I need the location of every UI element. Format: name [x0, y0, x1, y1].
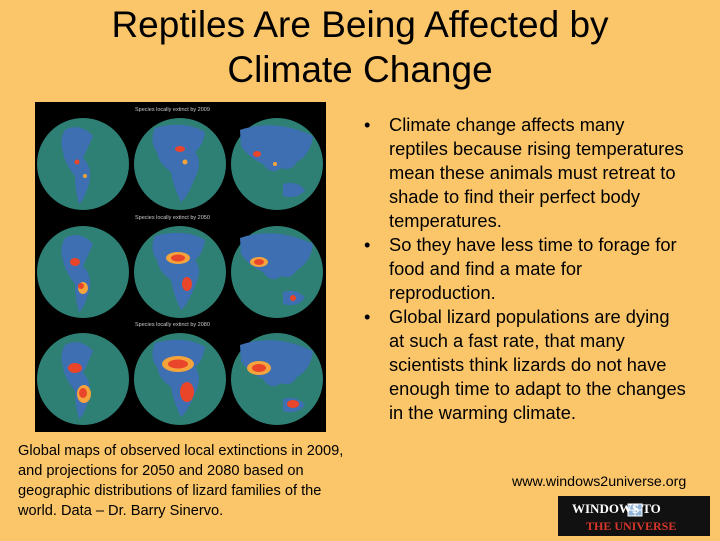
bullet-1-line-2: reptiles because rising temperatures	[389, 138, 684, 159]
bullet-2-line-2: food and find a mate for	[389, 258, 583, 279]
windows-to-the-universe-logo: WINDOWS TO THE UNIVERSE	[558, 496, 710, 536]
globe-africa-2009	[134, 118, 226, 210]
globe-asia-2009	[231, 118, 323, 210]
logo-line-2: THE UNIVERSE	[586, 519, 676, 533]
title-line-1: Reptiles Are Being Affected by	[111, 4, 609, 45]
caption-line-3: geographic distributions of lizard famil…	[18, 483, 322, 499]
caption-line-1: Global maps of observed local extinction…	[18, 443, 344, 459]
bullet-1-line-5: temperatures.	[389, 210, 502, 231]
globe-americas-2050	[37, 226, 129, 318]
title-line-2: Climate Change	[227, 49, 493, 90]
logo-line-1: WINDOWS TO	[572, 501, 661, 516]
row-label-2050: Species locally extinct by 2050	[135, 215, 210, 221]
bullet-2-line-3: reproduction.	[389, 282, 496, 303]
globe-asia-2080	[231, 333, 323, 425]
globe-americas-2080	[37, 333, 129, 425]
bullet-3-line-3: scientists think lizards do not have	[389, 354, 667, 375]
bullet-3-line-5: in the warming climate.	[389, 402, 576, 423]
bullet-3-line-4: enough time to adapt to the changes	[389, 378, 686, 399]
figure-caption: Global maps of observed local extinction…	[18, 441, 388, 521]
bullet-2: So they have less time to forage for foo…	[362, 233, 717, 305]
globe-maps-svg: Species locally extinct by 2009 Species …	[37, 107, 323, 425]
logo-svg: WINDOWS TO THE UNIVERSE	[558, 496, 710, 536]
globe-americas-2009	[37, 118, 129, 210]
bullet-1: Climate change affects many reptiles bec…	[362, 113, 717, 233]
globe-africa-2050	[134, 226, 226, 318]
bullet-2-line-1: So they have less time to forage for	[389, 234, 677, 255]
bullet-list: Climate change affects many reptiles bec…	[362, 113, 717, 425]
row-label-2009: Species locally extinct by 2009	[135, 107, 210, 113]
extinction-globe-maps: Species locally extinct by 2009 Species …	[35, 102, 326, 432]
caption-line-4: world. Data – Dr. Barry Sinervo.	[18, 503, 224, 519]
row-label-2080: Species locally extinct by 2080	[135, 322, 210, 328]
bullet-3-line-1: Global lizard populations are dying	[389, 306, 670, 327]
bullet-3-line-2: at such a fast rate, that many	[389, 330, 625, 351]
bullet-1-line-4: shade to find their perfect body	[389, 186, 641, 207]
globe-africa-2080	[134, 333, 226, 425]
bullet-3: Global lizard populations are dying at s…	[362, 305, 717, 425]
caption-line-2: and projections for 2050 and 2080 based …	[18, 463, 304, 479]
slide-title: Reptiles Are Being Affected by Climate C…	[0, 2, 720, 92]
source-url: www.windows2universe.org	[512, 474, 687, 490]
bullet-1-line-3: mean these animals must retreat to	[389, 162, 676, 183]
bullet-1-line-1: Climate change affects many	[389, 114, 625, 135]
globe-asia-2050	[231, 226, 323, 318]
